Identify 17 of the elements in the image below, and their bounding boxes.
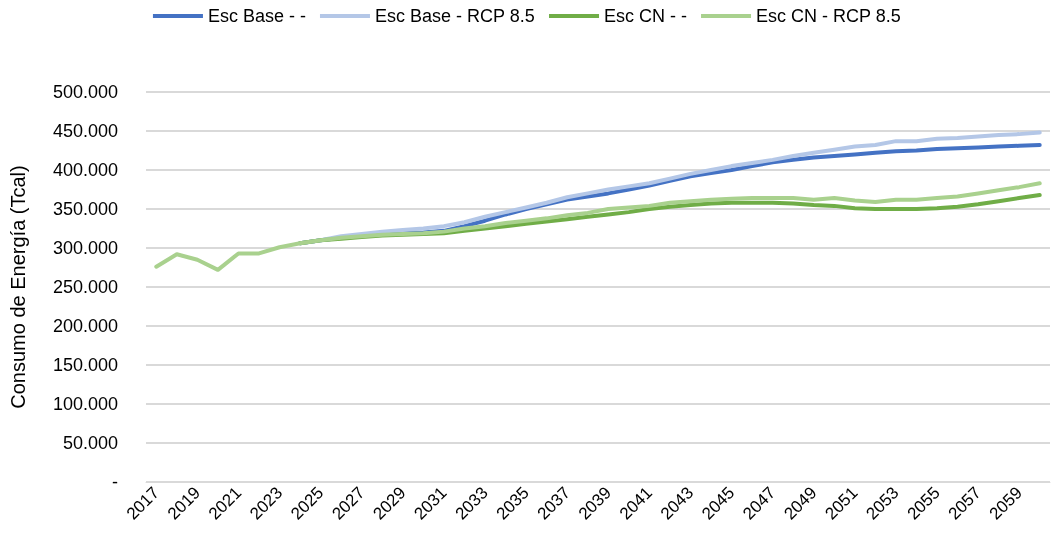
y-tick-label: 300.000 bbox=[52, 238, 118, 258]
y-tick-label: - bbox=[112, 472, 118, 492]
y-tick-label: 450.000 bbox=[52, 121, 118, 141]
y-axis-title: Consumo de Energía (Tcal) bbox=[7, 165, 29, 409]
legend-label: Esc CN - - bbox=[604, 6, 688, 26]
y-tick-label: 50.000 bbox=[62, 433, 118, 453]
y-tick-label: 250.000 bbox=[52, 277, 118, 297]
y-tick-label: 500.000 bbox=[52, 82, 118, 102]
y-tick-label: 150.000 bbox=[52, 355, 118, 375]
legend-label: Esc Base - RCP 8.5 bbox=[374, 6, 535, 26]
legend-label: Esc Base - - bbox=[207, 6, 306, 26]
y-tick-label: 200.000 bbox=[52, 316, 118, 336]
legend-label: Esc CN - RCP 8.5 bbox=[756, 6, 901, 26]
line-series bbox=[154, 181, 1042, 272]
y-tick-label: 400.000 bbox=[52, 160, 118, 180]
y-tick-label: 100.000 bbox=[52, 394, 118, 414]
y-tick-label: 350.000 bbox=[52, 199, 118, 219]
